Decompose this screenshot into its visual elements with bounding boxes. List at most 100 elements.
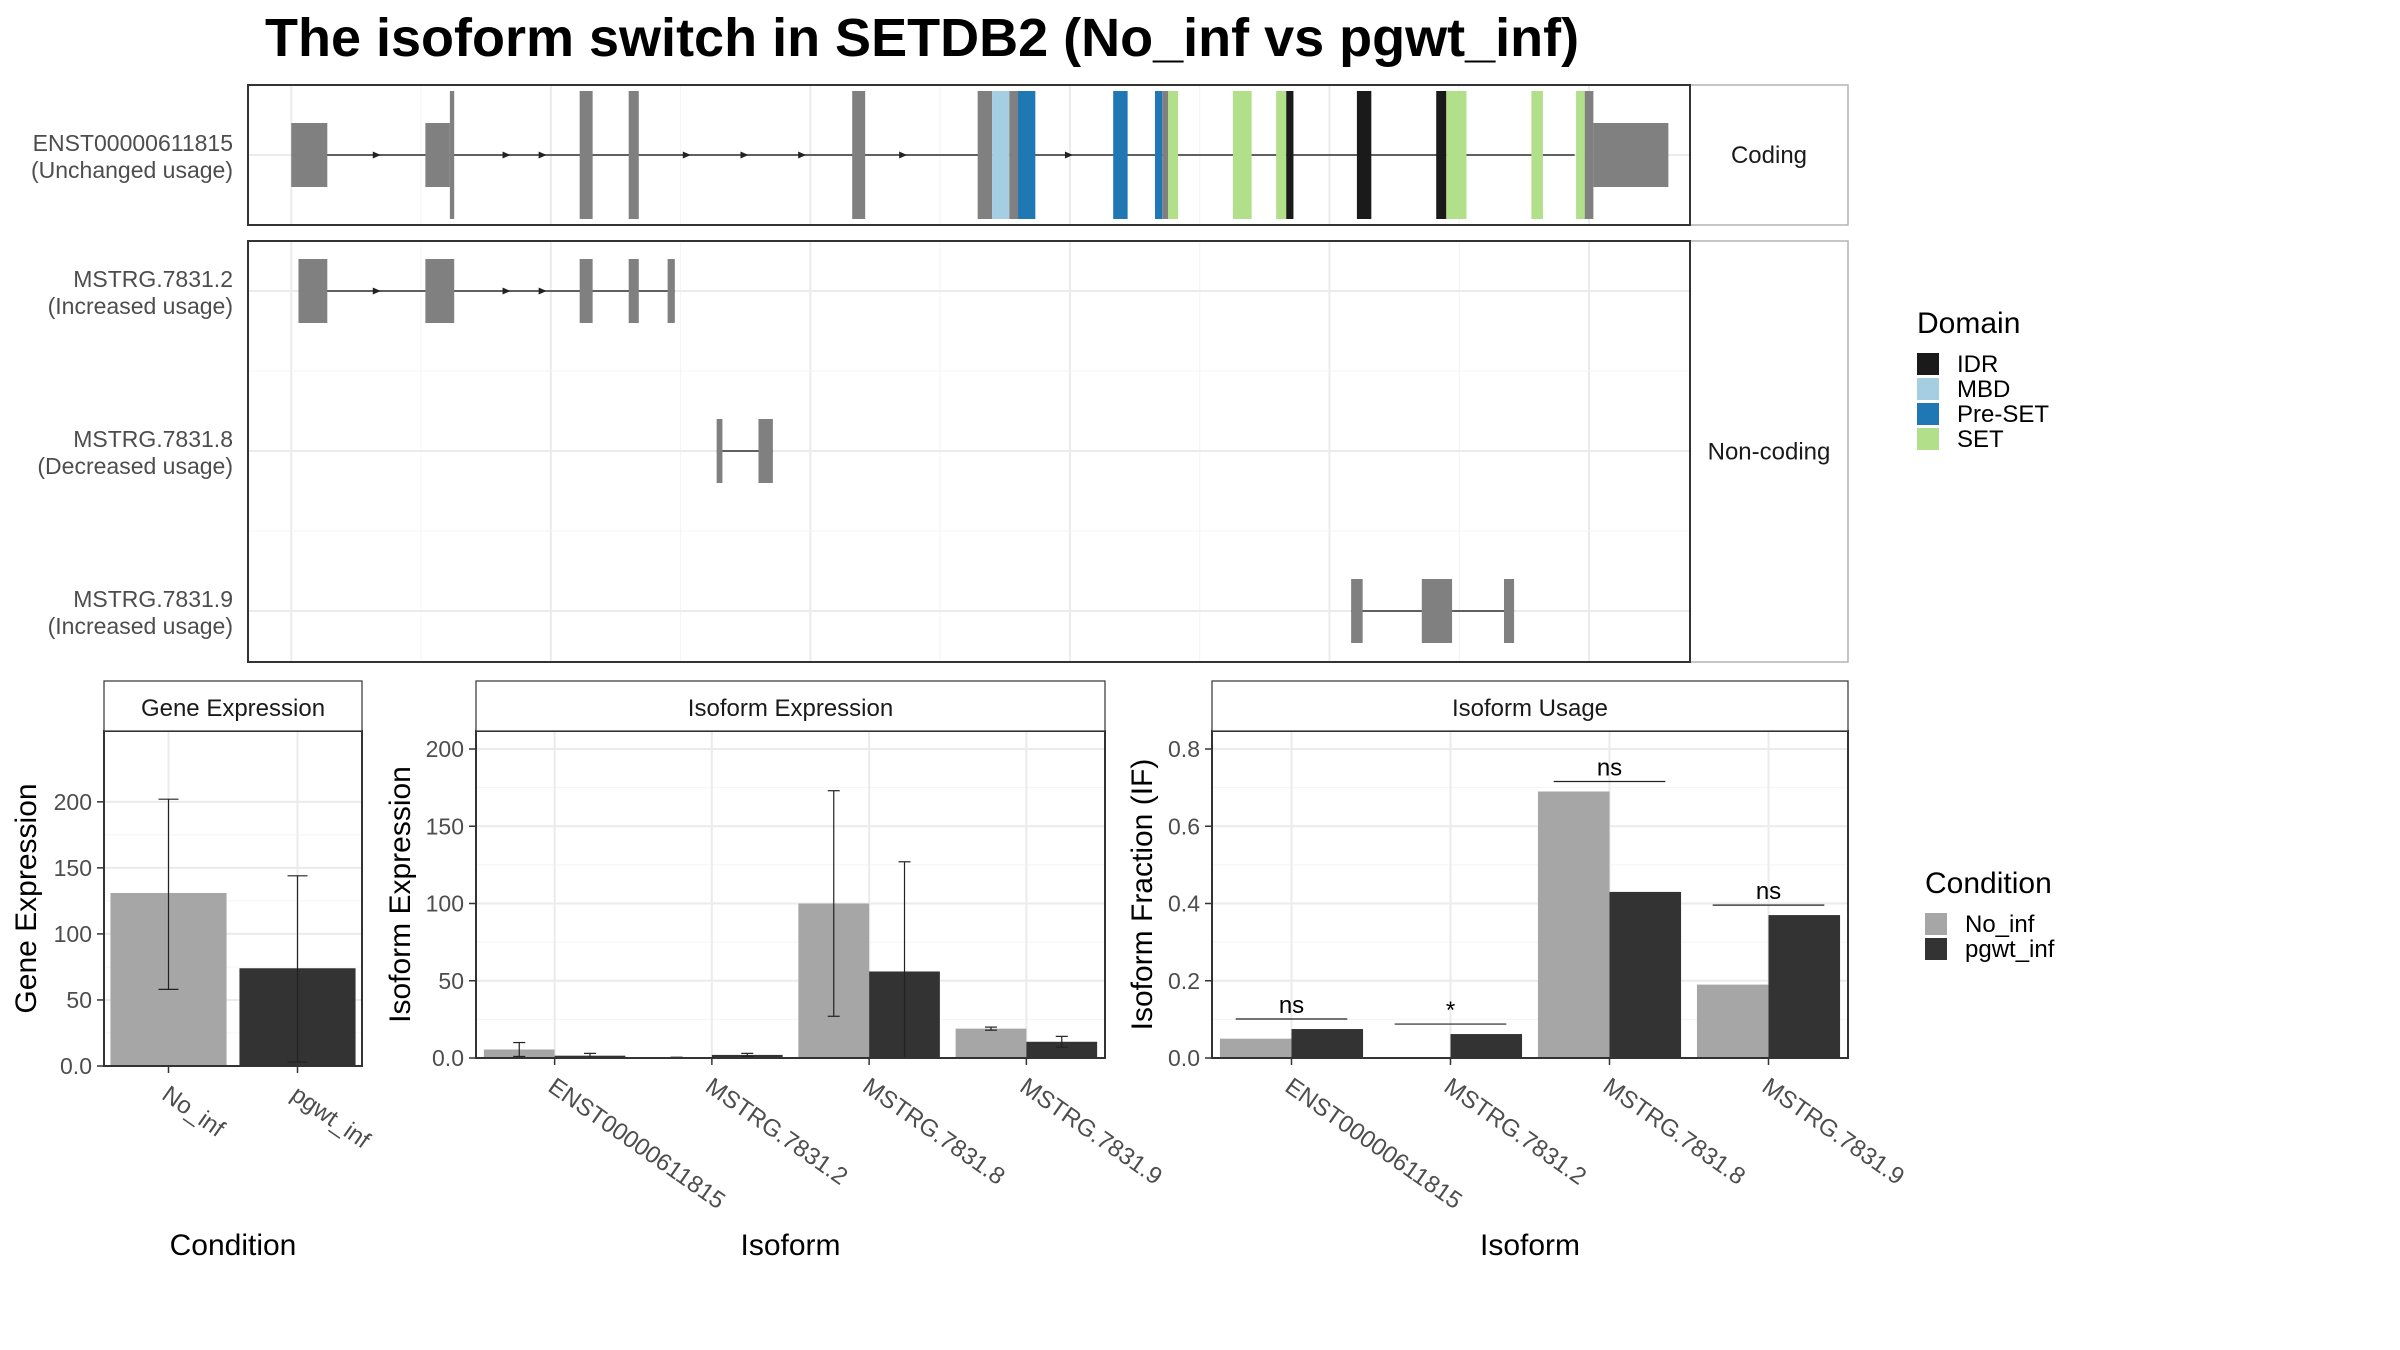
facet-strip-coding — [1689, 84, 1849, 226]
legend-swatch-IDR — [1917, 353, 1939, 375]
x-tick-label: MSTRG.7831.2 — [700, 1073, 852, 1191]
exon-set-domain — [1167, 91, 1179, 219]
panel-title: Isoform Usage — [1452, 695, 1608, 722]
y-tick-label: 0.0 — [432, 1045, 464, 1071]
exon-block — [1009, 91, 1019, 219]
isoform-usage-label: (Decreased usage) — [37, 453, 233, 479]
legend-label-Pre-SET: Pre-SET — [1957, 401, 2049, 428]
bar-pgwt_inf-MSTRG.7831.9 — [1768, 915, 1841, 1058]
y-tick-label: 200 — [426, 736, 464, 762]
exon-block — [977, 91, 993, 219]
exon-mbd-domain — [992, 91, 1010, 219]
isoform-id-label: MSTRG.7831.9 — [73, 586, 233, 612]
intron-direction-arrow — [502, 287, 511, 295]
isoform-id-label: MSTRG.7831.2 — [73, 266, 233, 292]
isoform-track-MSTRG.7831.8 — [716, 419, 773, 483]
legend-swatch-Pre-SET — [1917, 403, 1939, 425]
legend-swatch-No_inf — [1925, 913, 1947, 935]
bar-pgwt_inf-MSTRG.7831.9 — [1026, 1041, 1098, 1058]
bar-pgwt_inf-MSTRG.7831.8 — [1609, 891, 1682, 1058]
facet-label-coding: Coding — [1731, 142, 1807, 169]
y-tick-label: 100 — [426, 891, 464, 917]
exon-pre-set-domain — [1155, 91, 1163, 219]
x-tick-label: MSTRG.7831.9 — [1015, 1073, 1167, 1191]
legend-label-MBD: MBD — [1957, 376, 2010, 403]
isoform-usage-label: (Unchanged usage) — [31, 157, 233, 183]
legend-label-pgwt_inf: pgwt_inf — [1965, 936, 2055, 963]
significance-label: ns — [1279, 992, 1304, 1019]
bar-No_inf-MSTRG.7831.9 — [1696, 984, 1769, 1058]
x-tick-label: MSTRG.7831.9 — [1757, 1073, 1909, 1191]
intron-direction-arrow — [899, 151, 908, 159]
isoform-usage-label: (Increased usage) — [48, 293, 233, 319]
intron-direction-arrow — [798, 151, 807, 159]
y-axis-title: Isoform Fraction (IF) — [1126, 759, 1159, 1031]
facet-border-noncoding — [247, 240, 1691, 663]
bar-No_inf-MSTRG.7831.9 — [955, 1028, 1027, 1058]
exon-block — [1593, 123, 1669, 187]
significance-label: ns — [1756, 878, 1781, 905]
bar-pgwt_inf-ENST00000611815 — [1291, 1029, 1364, 1058]
intron-direction-arrow — [682, 151, 691, 159]
bar-panel-0: 0.0 50 100 150 200 Gene Expression No_inf pgwt_… — [10, 680, 375, 1262]
y-axis-title: Gene Expression — [10, 783, 43, 1013]
exon-set-domain — [1232, 91, 1252, 219]
panel-title: Isoform Expression — [688, 695, 893, 722]
legend-swatch-SET — [1917, 428, 1939, 450]
exon-block — [1503, 579, 1515, 643]
intron-direction-arrow — [538, 151, 547, 159]
exon-block — [298, 259, 328, 323]
y-tick-label: 50 — [438, 968, 464, 994]
significance-label: ns — [1597, 754, 1622, 781]
legend-label-IDR: IDR — [1957, 351, 1998, 378]
exon-set-domain — [1531, 91, 1543, 219]
exon-pre-set-domain — [1018, 91, 1036, 219]
y-tick-label: 0.8 — [1168, 736, 1200, 762]
exon-idr-domain — [1286, 91, 1294, 219]
x-tick-label: MSTRG.7831.2 — [1439, 1073, 1591, 1191]
intron-direction-arrow — [372, 287, 381, 295]
intron-direction-arrow — [372, 151, 381, 159]
legend-label-No_inf: No_inf — [1965, 911, 2035, 938]
exon-set-domain — [1446, 91, 1467, 219]
bar-pgwt_inf-MSTRG.7831.2 — [1450, 1034, 1523, 1058]
facet-label-noncoding: Non-coding — [1708, 439, 1831, 466]
exon-block — [449, 91, 455, 219]
exon-block — [758, 419, 773, 483]
x-tick-label: MSTRG.7831.8 — [858, 1073, 1010, 1191]
y-tick-label: 150 — [54, 855, 92, 881]
exon-set-domain — [1276, 91, 1287, 219]
exon-block — [1351, 579, 1363, 643]
x-tick-label: No_inf — [157, 1081, 230, 1143]
panel-bg — [476, 731, 1105, 1058]
exon-block — [1162, 91, 1168, 219]
isoform-id-label: MSTRG.7831.8 — [73, 426, 233, 452]
y-tick-label: 150 — [426, 813, 464, 839]
exon-block — [1421, 579, 1453, 643]
exon-block — [667, 259, 675, 323]
exon-block — [628, 259, 639, 323]
y-tick-label: 50 — [66, 987, 92, 1013]
exon-block — [579, 91, 593, 219]
x-tick-label: MSTRG.7831.8 — [1598, 1073, 1750, 1191]
intron-direction-arrow — [740, 151, 749, 159]
exon-block — [852, 91, 866, 219]
exon-block — [628, 91, 639, 219]
x-axis-title: Isoform — [1480, 1229, 1580, 1262]
panel-title: Gene Expression — [141, 695, 325, 722]
intron-direction-arrow — [538, 287, 547, 295]
figure-title: The isoform switch in SETDB2 (No_inf vs … — [265, 8, 1579, 68]
exon-block — [716, 419, 723, 483]
isoform-id-label: ENST00000611815 — [33, 130, 233, 156]
panel-strip — [1211, 680, 1849, 732]
y-tick-label: 100 — [54, 921, 92, 947]
x-axis-title: Isoform — [740, 1229, 840, 1262]
exon-pre-set-domain — [1113, 91, 1128, 219]
y-axis-title: Isoform Expression — [384, 766, 417, 1023]
legend-label-SET: SET — [1957, 426, 2004, 453]
facet-strip-noncoding — [1689, 240, 1849, 663]
bar-No_inf-ENST00000611815 — [1219, 1038, 1292, 1058]
